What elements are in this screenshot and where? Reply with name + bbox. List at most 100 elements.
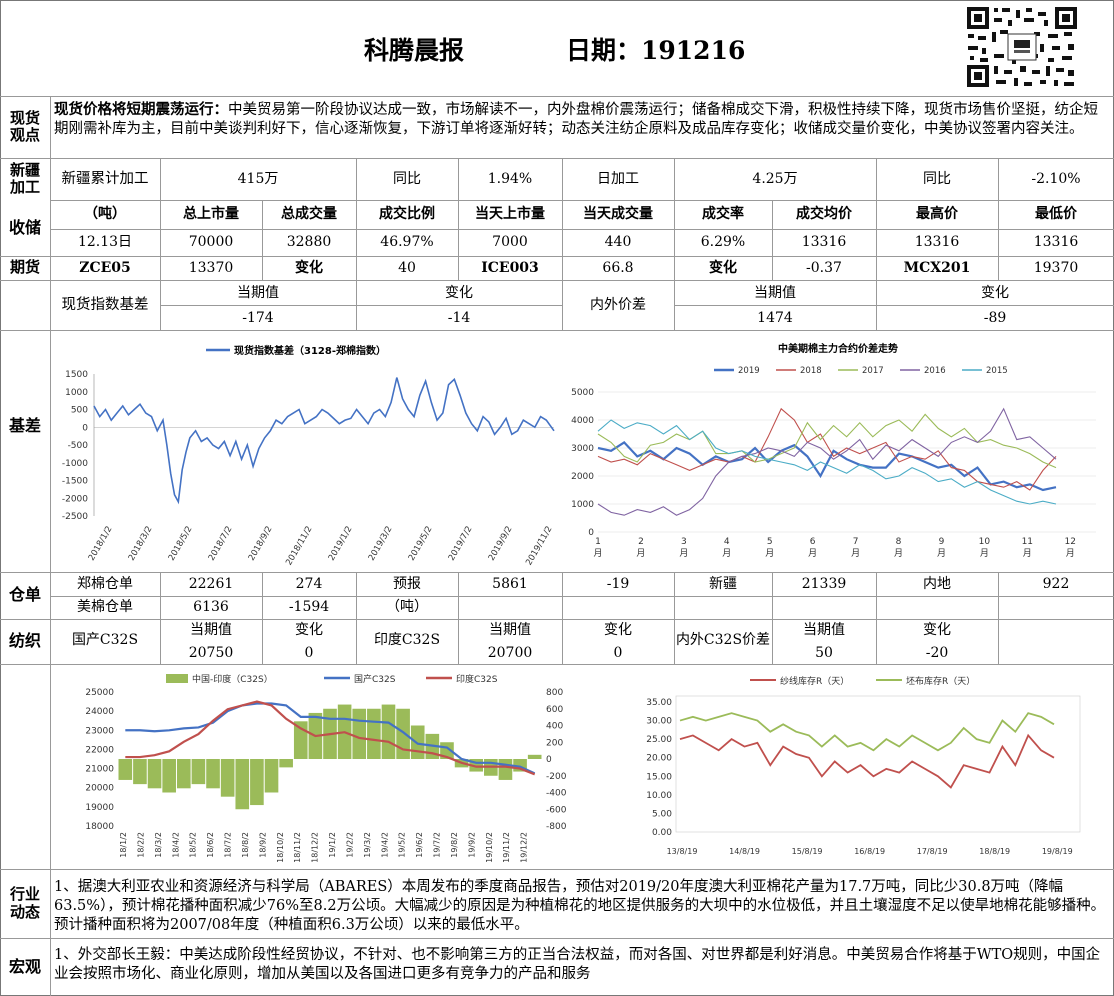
divider: [998, 200, 999, 256]
divider: [0, 572, 1114, 573]
legend-label: 2015: [986, 366, 1008, 376]
section-label-spinning: 纺织: [0, 619, 50, 664]
divider: [0, 330, 1114, 331]
x-tick-label: 18/4/2: [171, 832, 180, 858]
spread-current-header: 当期值: [754, 285, 796, 301]
chart-title: 中美期棉主力合约价差走势: [778, 342, 898, 355]
y-tick-label: 19000: [85, 803, 114, 813]
x-tick-label: 2018/9/2: [247, 525, 275, 563]
section-label-xinjiang: 新疆加工: [0, 158, 50, 200]
legend-label: 纱线库存R（天）: [780, 675, 849, 687]
divider: [998, 572, 999, 619]
spin-header: 变化: [604, 622, 632, 638]
x-tick-label: 2019/9/2: [487, 525, 515, 563]
x-tick-label: 3: [681, 537, 687, 547]
diff-bar: [367, 708, 381, 759]
c32s-price-chart: 中国-印度（C32S） 国产C32S 印度C32S 25000 24000 23000 22…: [85, 673, 567, 863]
reserve-cell: 6.29%: [700, 234, 746, 250]
y-tick-label: 10.00: [646, 791, 672, 801]
y2-tick-label: 200: [546, 738, 563, 748]
x-tick-label: 2018/3/2: [127, 525, 155, 563]
inventory-days-chart: 纱线库存R（天） 坯布库存R（天） 35.00 30.00 25.00 20.00 15.0…: [646, 675, 1081, 856]
spin-india-label: 印度C32S: [373, 632, 441, 648]
x-tick-label: 18/10/2: [276, 832, 285, 863]
spread-current: 1474: [757, 310, 793, 326]
y2-tick-label: -600: [546, 805, 567, 815]
x-tick-label: 月: [765, 548, 774, 559]
futures-cell: ICE003: [481, 260, 539, 276]
diff-bar: [396, 708, 410, 759]
divider: [562, 256, 563, 280]
x-tick-label: 18/3/2: [154, 832, 163, 858]
y2-tick-label: 400: [546, 722, 563, 732]
x-tick-label: 2019/1/2: [327, 525, 355, 563]
x-tick-label: 19/3/2: [363, 832, 372, 858]
x-tick-label: 12: [1065, 537, 1076, 547]
y-tick-label: 3000: [571, 444, 594, 454]
warehouse-cell: -19: [606, 576, 630, 592]
x-tick-label: 2019/5/2: [407, 525, 435, 563]
spread-change-header: 变化: [981, 285, 1009, 301]
reserve-header: 总成交量: [281, 206, 337, 222]
divider: [0, 664, 1114, 665]
y-tick-label: 24000: [85, 707, 114, 717]
diff-bar: [133, 759, 147, 785]
reserve-cell: 32880: [286, 234, 332, 250]
x-tick-label: 2: [638, 537, 644, 547]
x-tick-label: 月: [980, 548, 989, 559]
reserve-cell: 7000: [492, 234, 528, 250]
divider: [562, 158, 563, 200]
reserve-header: 当天上市量: [475, 206, 545, 222]
diff-bar: [352, 708, 367, 759]
futures-cell: ZCE05: [79, 260, 131, 276]
diff-bar: [498, 759, 513, 780]
section-label-warehouse: 仓单: [0, 572, 50, 619]
spin-header: 变化: [923, 622, 951, 638]
reserve-cell: 46.97%: [380, 234, 434, 250]
divider: [262, 619, 263, 664]
qr-code-icon: [964, 4, 1080, 90]
x-tick-label: 19/1/2: [328, 832, 337, 858]
x-tick-label: 2019/11/2: [524, 525, 554, 568]
divider: [876, 200, 877, 256]
y-tick-label: 25000: [85, 688, 114, 698]
xj-daily-value: 4.25万: [752, 171, 798, 187]
x-tick-label: 19/2/2: [345, 832, 354, 858]
section-label-reserve: 收储: [0, 200, 50, 256]
x-tick-label: 2019/3/2: [367, 525, 395, 563]
x-tick-label: 6: [810, 537, 816, 547]
industry-news-paragraph: 1、据澳大利亚农业和资源经济与科学局（ABARES）本周发布的季度商品报告，预估…: [54, 879, 1106, 933]
x-tick-label: 月: [1023, 548, 1032, 559]
x-tick-label: 14/8/19: [729, 847, 760, 856]
futures-cell: 变化: [709, 260, 737, 276]
spot-basis-label: 现货指数基差: [61, 297, 149, 313]
x-tick-label: 2018/7/2: [207, 525, 235, 563]
xj-daily-yoy-label: 同比: [923, 171, 951, 187]
divider: [772, 572, 773, 619]
warehouse-cell: （吨）: [386, 599, 428, 615]
y2-tick-label: -200: [546, 772, 567, 782]
section-label-text: 新疆加工: [9, 160, 40, 196]
x-tick-label: 2018/5/2: [167, 525, 195, 563]
warehouse-cell: -1594: [288, 599, 330, 615]
x-tick-label: 18/8/19: [979, 847, 1010, 856]
diff-bar: [410, 725, 425, 759]
inner-outer-spread-label: 内外价差: [590, 297, 646, 313]
divider: [0, 938, 1114, 939]
y-tick-label: 35.00: [646, 698, 672, 708]
y-tick-label: 30.00: [646, 717, 672, 727]
xj-daily-label: 日加工: [597, 171, 639, 187]
spin-value: 20700: [487, 645, 533, 661]
section-label-text: 期货: [9, 258, 40, 277]
spot-view-text: 中美贸易第一阶段协议达成一致，市场解读不一，内外盘棉价震荡运行；储备棉成交下滑，…: [54, 102, 1098, 137]
warehouse-cell: 预报: [393, 576, 421, 592]
reserve-cell: 13316: [914, 234, 960, 250]
legend-label: 2019: [738, 366, 760, 376]
divider: [562, 619, 563, 664]
warehouse-cell: 6136: [193, 599, 229, 615]
spot-view-headline: 现货价格将短期震荡运行：: [54, 101, 228, 118]
x-tick-label: 4: [724, 537, 730, 547]
x-tick-label: 13/8/19: [667, 847, 698, 856]
x-tick-label: 19/4/2: [380, 832, 389, 858]
reserve-header: 成交比例: [379, 206, 435, 222]
